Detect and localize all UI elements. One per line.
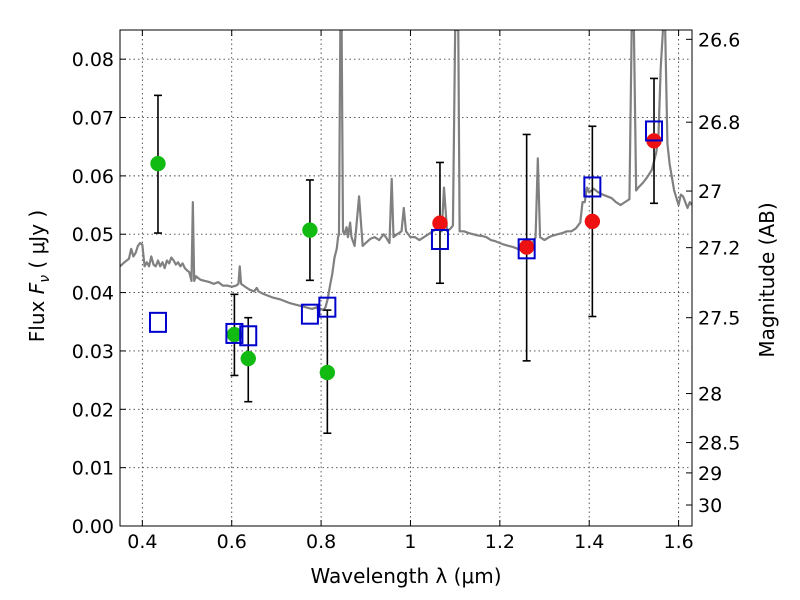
- right-axis-tick-label: 27: [698, 181, 722, 203]
- y-tick-label: 0.07: [72, 108, 114, 130]
- green-data-point: [302, 222, 318, 238]
- y-axis-label-subscript: ν: [37, 275, 53, 283]
- blue-square-marker: [430, 228, 449, 250]
- axis-ticks: [120, 30, 692, 527]
- right-axis-tick-label: 26.8: [698, 112, 740, 134]
- red-data-point: [518, 239, 535, 255]
- green-data-point: [240, 350, 257, 367]
- y-tick-label: 0.06: [72, 166, 114, 188]
- spectrum-layer: [120, 30, 692, 313]
- y-tick-label: 0.02: [72, 399, 114, 421]
- tick-labels: 0.4 0.6 0.8 1 1.2 1.4 1.6 0.00 0.01 0.02 0.03 0.04 0…: [72, 29, 741, 553]
- x-tick-label: 0.6: [217, 531, 247, 553]
- x-tick-label: 0.4: [127, 531, 157, 553]
- y-axis-label-unit: ( μJy ): [25, 210, 49, 275]
- blue-square-marker: [583, 176, 602, 198]
- y-axis-label: Flux Fν ( μJy ): [25, 210, 53, 342]
- y-tick-label: 0.03: [72, 341, 114, 363]
- blue-square-marker: [225, 322, 244, 344]
- y-tick-label: 0.01: [72, 458, 114, 480]
- blue-square-marker: [300, 303, 319, 325]
- plot-frame: [119, 29, 693, 527]
- blue-square-marker: [517, 238, 536, 260]
- green-data-point: [319, 364, 336, 381]
- right-axis-tick-label: 28: [698, 384, 722, 406]
- y-axis-label-symbol: F: [25, 282, 49, 294]
- x-tick-label: 1.2: [485, 531, 515, 553]
- red-data-point: [584, 213, 601, 230]
- right-axis-tick-label: 27.5: [698, 308, 740, 330]
- x-tick-label: 0.8: [306, 531, 336, 553]
- right-axis-tick-label: 29: [698, 463, 722, 485]
- y-tick-label: 0.05: [72, 224, 114, 246]
- blue-square-marker: [318, 296, 337, 318]
- model-spectrum-line: [120, 30, 692, 313]
- right-axis-tick-label: 27.2: [698, 238, 740, 260]
- y-axis-label-prefix: Flux: [25, 294, 49, 342]
- y-tick-label: 0.08: [72, 49, 114, 71]
- x-tick-label: 1: [404, 531, 416, 553]
- blue-square-marker: [148, 311, 167, 333]
- right-axis-label: Magnitude (AB): [755, 202, 779, 357]
- right-axis-tick-label: 26.6: [698, 29, 740, 51]
- y-tick-label: 0.00: [72, 516, 114, 538]
- red-data-point: [432, 215, 448, 231]
- x-tick-label: 1.4: [574, 531, 604, 553]
- blue-square-marker: [645, 120, 664, 142]
- blue-square-marker: [239, 325, 258, 347]
- green-data-point: [150, 155, 166, 172]
- x-tick-label: 1.6: [663, 531, 693, 553]
- y-tick-label: 0.04: [72, 283, 114, 305]
- grid-lines: [120, 30, 692, 527]
- error-bars: [153, 77, 659, 435]
- right-axis-tick-label: 28.5: [698, 433, 740, 455]
- right-axis-tick-label: 30: [698, 495, 722, 517]
- data-points: [148, 120, 664, 381]
- x-axis-label: Wavelength λ (μm): [310, 564, 501, 588]
